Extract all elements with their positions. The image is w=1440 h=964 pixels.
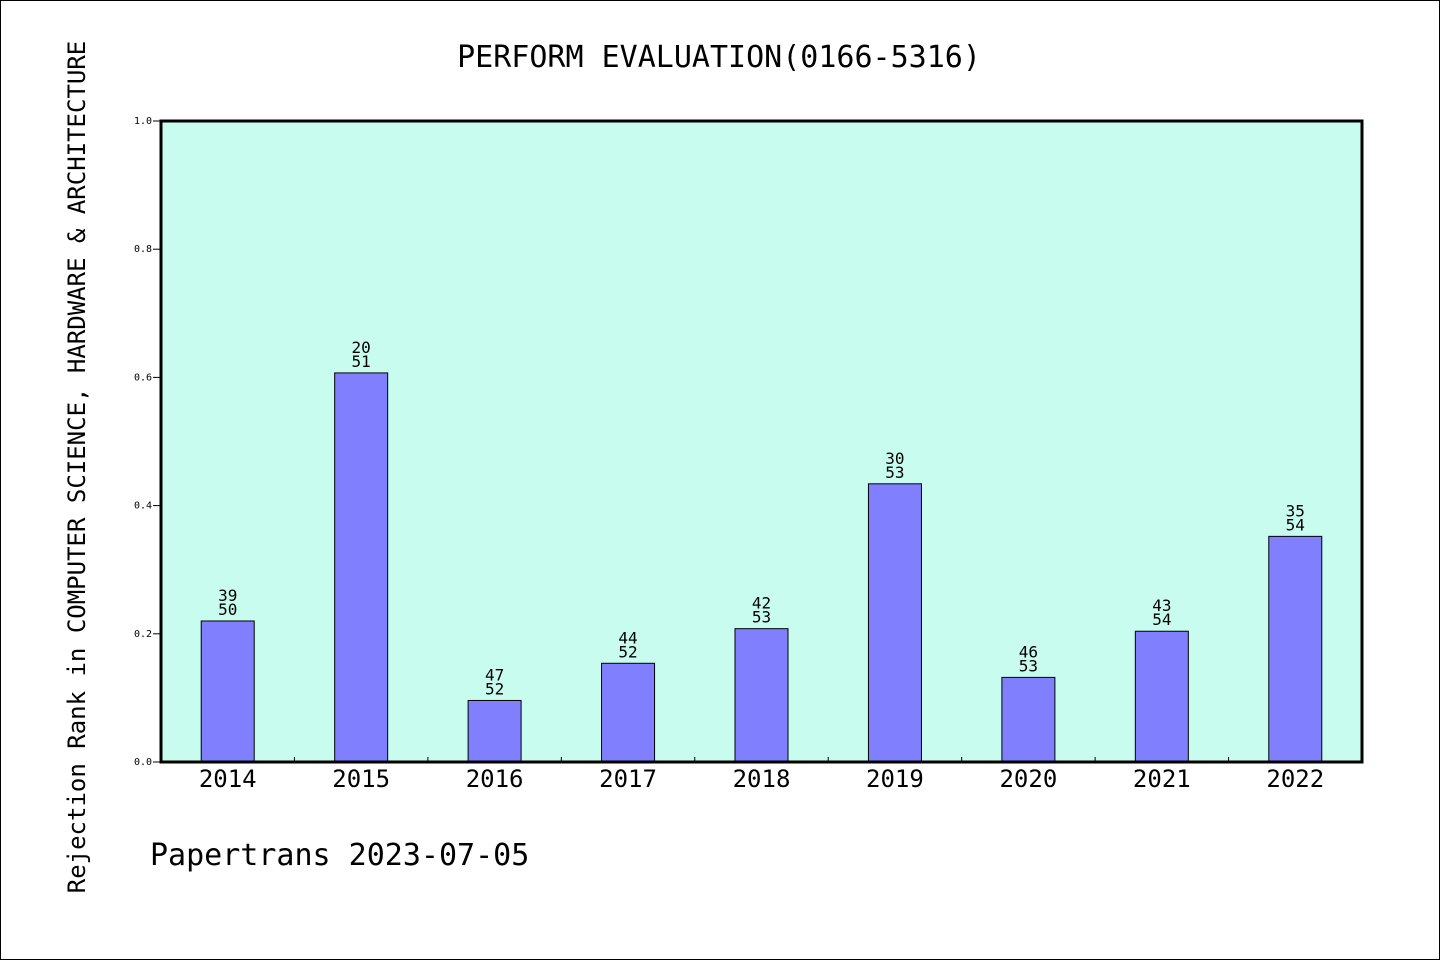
bar-label-top-2014: 39	[218, 586, 237, 605]
bar-2020	[1001, 676, 1056, 763]
x-tick-label-2015: 2015	[332, 765, 390, 793]
y-tick-label: 0.4	[134, 501, 152, 512]
y-axis-ticks: 0.0 0.2 0.4 0.6 0.8 1.0	[134, 116, 161, 768]
bar-label-top-2018: 42	[752, 594, 771, 613]
bar-label-top-2020: 46	[1019, 642, 1038, 661]
bar-2022	[1268, 535, 1323, 763]
bar-label-bottom-2018: 53	[752, 608, 771, 627]
bar-label-top-2016: 47	[485, 665, 504, 684]
bar-label-bottom-2021: 54	[1152, 610, 1171, 629]
x-tick-label-2017: 2017	[599, 765, 657, 793]
bar-label-top-2015: 20	[352, 338, 371, 357]
bar-label-bottom-2017: 52	[618, 642, 637, 661]
x-tick-label-2014: 2014	[199, 765, 257, 793]
bar-2015	[334, 372, 389, 763]
bar-2019	[867, 483, 922, 763]
y-tick-label: 0.2	[134, 629, 152, 640]
bar-label-top-2021: 43	[1152, 596, 1171, 615]
footer-text: Papertrans 2023-07-05	[150, 838, 529, 873]
bar-2016	[467, 699, 522, 763]
x-tick-label-2016: 2016	[466, 765, 524, 793]
y-tick-label: 0.8	[134, 244, 152, 255]
chart-title: PERFORM EVALUATION(0166-5316)	[457, 40, 981, 75]
y-tick-label: 0.6	[134, 372, 152, 383]
plot-border	[159, 119, 1364, 764]
bar-label-bottom-2016: 52	[485, 679, 504, 698]
x-axis-ticks: 2014 2015 2016 2017 2018 2019 2020 2021 2022	[199, 757, 1324, 793]
bar-label-bottom-2015: 51	[352, 352, 371, 371]
bar-2017	[601, 662, 656, 763]
y-tick-label: 1.0	[134, 116, 152, 127]
bar-label-bottom-2019: 53	[885, 463, 904, 482]
bar-label-top-2022: 35	[1286, 501, 1305, 520]
bar-label-bottom-2020: 53	[1019, 656, 1038, 675]
x-tick-label-2018: 2018	[733, 765, 791, 793]
bars-group	[200, 372, 1323, 763]
bar-label-top-2019: 30	[885, 449, 904, 468]
y-axis-label: Rejection Rank in COMPUTER SCIENCE, HARD…	[63, 41, 91, 894]
y-tick-label: 0.0	[134, 757, 152, 768]
bar-label-bottom-2022: 54	[1286, 515, 1305, 534]
x-tick-label-2022: 2022	[1266, 765, 1324, 793]
x-tick-label-2019: 2019	[866, 765, 924, 793]
x-tick-label-2020: 2020	[999, 765, 1057, 793]
x-tick-label-2021: 2021	[1133, 765, 1191, 793]
bar-2014	[200, 620, 255, 763]
bar-2021	[1134, 630, 1189, 763]
bar-label-top-2017: 44	[618, 628, 637, 647]
bar-2018	[734, 628, 789, 763]
bar-label-bottom-2014: 50	[218, 600, 237, 619]
